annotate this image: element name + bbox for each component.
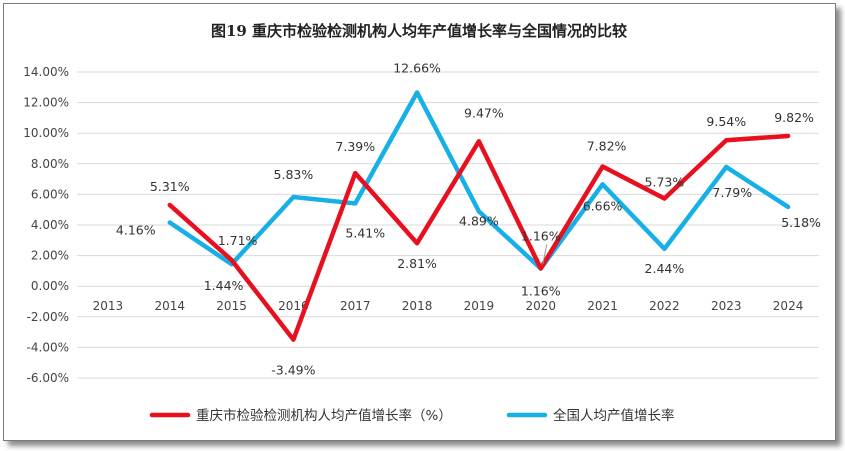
chongqing-data-label: 5.31% [150, 179, 190, 194]
y-tick-label: 8.00% [31, 157, 69, 171]
y-tick-label: 0.00% [31, 279, 69, 293]
series-layer [167, 90, 791, 342]
x-tick-label: 2013 [93, 299, 124, 313]
legend: 重庆市检验检测机构人均产值增长率（%） 全国人均产值增长率 [149, 407, 675, 424]
x-tick-label: 2023 [711, 299, 742, 313]
x-tick-label: 2017 [340, 299, 371, 313]
x-tick-label: 2016 [278, 299, 309, 313]
chongqing-data-label: 7.82% [587, 139, 627, 154]
chongqing-data-label: -3.49% [271, 363, 315, 378]
national-data-label: 4.89% [459, 213, 499, 228]
national-data-label: 1.44% [204, 278, 244, 293]
national-data-label: 2.44% [645, 261, 685, 276]
chongqing-data-label: 1.71% [218, 233, 258, 248]
national-data-label: 5.83% [274, 167, 314, 182]
x-tick-label: 2019 [464, 299, 495, 313]
national-data-label: 5.41% [345, 225, 385, 240]
national-data-label: 5.18% [781, 215, 821, 230]
chongqing-data-label: 9.47% [464, 105, 504, 120]
x-tick-label: 2024 [773, 299, 804, 313]
chongqing-data-label: 1.16% [521, 228, 561, 243]
y-tick-label: 4.00% [31, 218, 69, 232]
y-tick-label: -6.00% [27, 371, 69, 385]
national-data-label: 4.16% [116, 223, 156, 238]
legend-label-chongqing: 重庆市检验检测机构人均产值增长率（%） [196, 407, 452, 424]
chart-frame: 图19 重庆市检验检测机构人均年产值增长率与全国情况的比较 14.00% 12.0… [3, 3, 836, 441]
line-chart: 图19 重庆市检验检测机构人均年产值增长率与全国情况的比较 14.00% 12.0… [23, 22, 821, 424]
chongqing-series-line [167, 133, 791, 342]
chongqing-data-label: 7.39% [335, 139, 375, 154]
leader-line [542, 244, 548, 265]
x-tick-label: 2014 [154, 299, 185, 313]
x-tick-label: 2020 [525, 299, 556, 313]
y-tick-label: 12.00% [23, 96, 69, 110]
x-tick-label: 2018 [402, 299, 433, 313]
national-data-label: 1.16% [521, 283, 561, 298]
x-tick-label: 2021 [587, 299, 618, 313]
y-tick-label: -2.00% [27, 310, 69, 324]
national-data-label: 12.66% [393, 61, 441, 76]
legend-label-national: 全国人均产值增长率 [553, 407, 675, 424]
chongqing-data-label: 5.73% [645, 175, 685, 190]
chongqing-data-label: 2.81% [397, 256, 437, 271]
chongqing-data-label: 9.54% [706, 114, 746, 129]
chart-title: 图19 重庆市检验检测机构人均年产值增长率与全国情况的比较 [211, 22, 627, 40]
national-data-label: 7.79% [712, 185, 752, 200]
x-tick-label: 2022 [649, 299, 680, 313]
national-series-line [167, 90, 791, 271]
x-axis: 2013 2014 2015 2016 2017 2018 2019 2020 2021 2022… [93, 299, 804, 313]
y-tick-label: 10.00% [23, 126, 69, 140]
chongqing-data-label: 9.82% [774, 110, 814, 125]
national-data-label: 6.66% [583, 198, 623, 213]
y-tick-label: 2.00% [31, 249, 69, 263]
y-axis: 14.00% 12.00% 10.00% 8.00% 6.00% 4.00% 2.00% 0.… [23, 65, 69, 385]
x-tick-label: 2015 [216, 299, 247, 313]
y-tick-label: -4.00% [27, 340, 69, 354]
data-labels: 5.31% 1.71% -3.49% 7.39% 2.81% 9.47% 1.16% 7.82… [116, 61, 821, 378]
y-tick-label: 14.00% [23, 65, 69, 79]
y-tick-label: 6.00% [31, 187, 69, 201]
